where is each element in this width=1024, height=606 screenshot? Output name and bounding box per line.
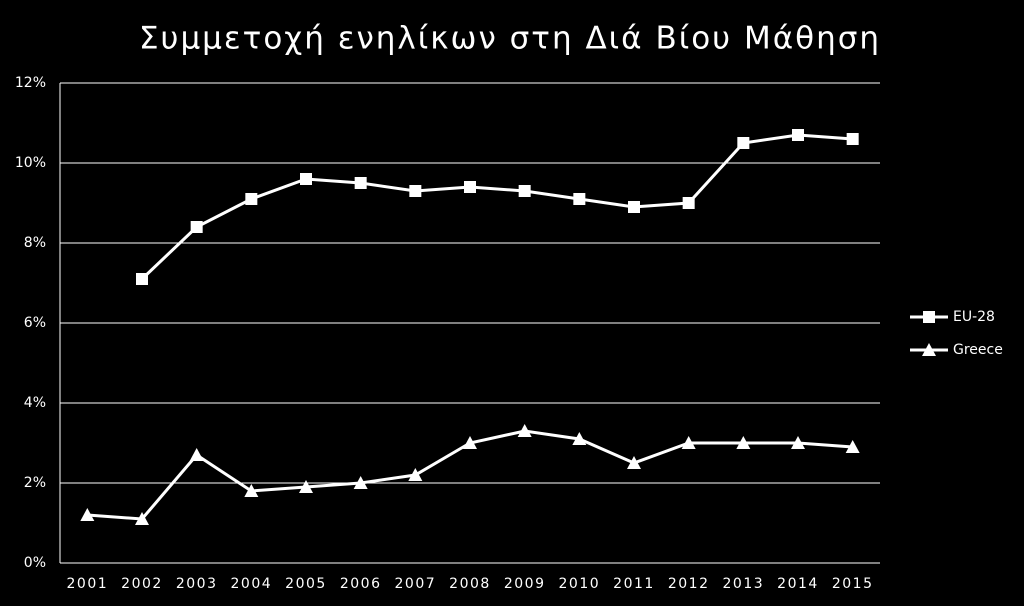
- marker: [409, 185, 422, 197]
- marker: [846, 133, 859, 145]
- marker: [845, 440, 860, 453]
- marker: [354, 177, 367, 189]
- marker: [517, 424, 532, 437]
- chart-title: Συμμετοχή ενηλίκων στη Διά Βίου Μάθηση: [139, 21, 881, 57]
- marker: [190, 221, 203, 233]
- marker: [299, 480, 313, 493]
- marker: [80, 508, 95, 521]
- x-tick-label: 2008: [449, 576, 491, 592]
- legend-marker: [922, 343, 936, 356]
- x-tick-label: 2002: [121, 576, 163, 592]
- x-tick-label: 2003: [176, 576, 218, 592]
- x-tick-label: 2006: [340, 576, 382, 592]
- y-tick-label: 12%: [15, 75, 46, 91]
- marker: [244, 484, 259, 497]
- marker: [736, 436, 751, 449]
- marker: [573, 193, 586, 205]
- x-tick-label: 2005: [285, 576, 327, 592]
- y-tick-label: 2%: [24, 475, 46, 491]
- marker: [353, 476, 368, 489]
- marker: [189, 448, 204, 461]
- marker: [136, 273, 148, 285]
- x-tick-label: 2011: [613, 576, 655, 592]
- x-tick-label: 2014: [777, 576, 819, 592]
- series-line: [140, 133, 853, 281]
- x-tick-label: 2007: [395, 576, 437, 592]
- marker: [628, 201, 640, 213]
- marker: [408, 468, 423, 481]
- marker: [464, 181, 476, 193]
- marker: [572, 432, 587, 445]
- marker: [792, 129, 804, 141]
- marker: [737, 137, 750, 149]
- y-tick-label: 6%: [24, 315, 46, 331]
- marker: [682, 197, 695, 209]
- marker: [791, 436, 805, 449]
- y-tick-label: 8%: [24, 235, 46, 251]
- legend-label: Greece: [953, 342, 1003, 358]
- x-tick-label: 2015: [832, 576, 874, 592]
- x-tick-label: 2013: [723, 576, 765, 592]
- x-tick-label: 2010: [559, 576, 601, 592]
- x-tick-label: 2012: [668, 576, 710, 592]
- x-tick-label: 2009: [504, 576, 546, 592]
- legend-label: EU-28: [953, 309, 995, 325]
- marker: [245, 193, 258, 205]
- x-tick-label: 2001: [67, 576, 109, 592]
- y-tick-label: 0%: [24, 555, 46, 571]
- legend-marker: [923, 311, 935, 323]
- marker: [681, 436, 696, 449]
- y-tick-label: 10%: [15, 155, 46, 171]
- y-tick-label: 4%: [24, 395, 46, 411]
- marker: [627, 456, 641, 469]
- marker: [518, 185, 531, 197]
- x-tick-label: 2004: [231, 576, 273, 592]
- marker: [300, 173, 312, 185]
- marker: [135, 512, 149, 525]
- marker: [463, 436, 477, 449]
